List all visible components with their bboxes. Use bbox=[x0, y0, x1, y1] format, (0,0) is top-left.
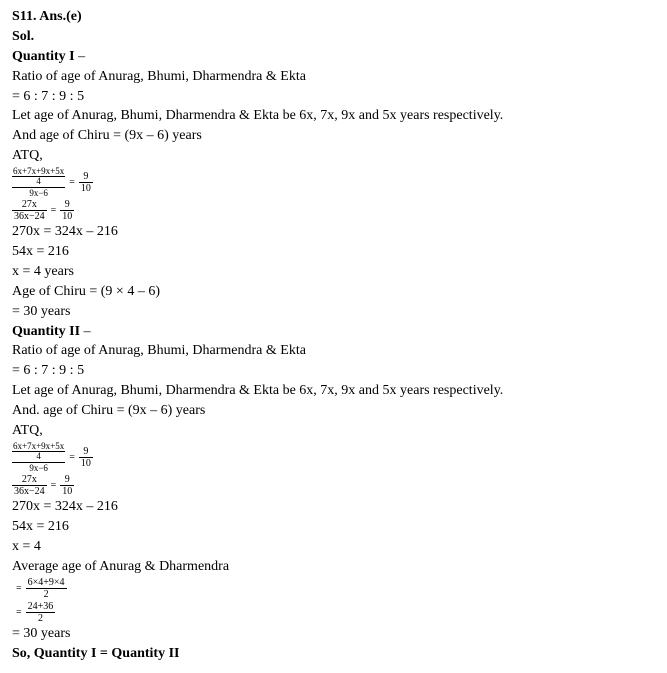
q2-avg2-den: 2 bbox=[26, 613, 56, 624]
q2-step1: 270x = 324x – 216 bbox=[12, 498, 655, 517]
q2-let-age: Let age of Anurag, Bhumi, Dharmendra & E… bbox=[12, 382, 655, 401]
q1-ratio-text: Ratio of age of Anurag, Bhumi, Dharmendr… bbox=[12, 68, 655, 87]
q2-avg1-den: 2 bbox=[26, 589, 67, 600]
q2-eq2-rhs-den: 10 bbox=[60, 486, 74, 497]
q2-avg-eq1: = 6×4+9×4 2 bbox=[12, 577, 655, 600]
equals-sign: = bbox=[69, 176, 75, 190]
q1-step5: = 30 years bbox=[12, 303, 655, 322]
q2-eq2-rhs-num: 9 bbox=[60, 474, 74, 486]
equals-sign: = bbox=[16, 606, 22, 620]
q2-eq1-numden: 4 bbox=[12, 452, 65, 461]
solution-label: Sol. bbox=[12, 28, 655, 47]
q1-let-age: Let age of Anurag, Bhumi, Dharmendra & E… bbox=[12, 107, 655, 126]
quantity1-title: Quantity I bbox=[12, 49, 75, 64]
q2-atq: ATQ, bbox=[12, 422, 655, 441]
q1-eq1-den: 9x−6 bbox=[12, 188, 65, 198]
q2-ratio-text: Ratio of age of Anurag, Bhumi, Dharmendr… bbox=[12, 342, 655, 361]
q2-equation2: 27x 36x−24 = 9 10 bbox=[12, 474, 655, 497]
q2-avg-eq2: = 24+36 2 bbox=[12, 601, 655, 624]
q1-eq1-rhs-den: 10 bbox=[79, 183, 93, 194]
equals-sign: = bbox=[16, 582, 22, 596]
q1-eq2-rhs-den: 10 bbox=[60, 211, 74, 222]
q1-eq2-lhs-num: 27x bbox=[12, 199, 47, 211]
q1-eq1-rhs-num: 9 bbox=[79, 171, 93, 183]
q1-ratio-value: = 6 : 7 : 9 : 5 bbox=[12, 88, 655, 107]
q1-atq: ATQ, bbox=[12, 147, 655, 166]
equals-sign: = bbox=[51, 204, 57, 218]
q2-eq2-lhs-den: 36x−24 bbox=[12, 486, 47, 497]
q1-and-age: And age of Chiru = (9x – 6) years bbox=[12, 127, 655, 146]
quantity1-dash: – bbox=[75, 49, 86, 64]
q1-equation2: 27x 36x−24 = 9 10 bbox=[12, 199, 655, 222]
q1-step4: Age of Chiru = (9 × 4 – 6) bbox=[12, 283, 655, 302]
equals-sign: = bbox=[51, 479, 57, 493]
quantity2-dash: – bbox=[80, 324, 91, 339]
q2-step2: 54x = 216 bbox=[12, 518, 655, 537]
q2-equation1: 6x+7x+9x+5x 4 9x−6 = 9 10 bbox=[12, 442, 655, 473]
quantity2-title: Quantity II bbox=[12, 324, 80, 339]
q1-eq2-lhs-den: 36x−24 bbox=[12, 211, 47, 222]
quantity2-title-line: Quantity II – bbox=[12, 323, 655, 342]
q2-result: = 30 years bbox=[12, 625, 655, 644]
q1-step2: 54x = 216 bbox=[12, 243, 655, 262]
q2-ratio-value: = 6 : 7 : 9 : 5 bbox=[12, 362, 655, 381]
q1-equation1: 6x+7x+9x+5x 4 9x−6 = 9 10 bbox=[12, 167, 655, 198]
q2-eq1-rhs-num: 9 bbox=[79, 446, 93, 458]
q2-avg1-num: 6×4+9×4 bbox=[26, 577, 67, 589]
q2-avg2-num: 24+36 bbox=[26, 601, 56, 613]
q2-eq1-den: 9x−6 bbox=[12, 463, 65, 473]
q2-step3: x = 4 bbox=[12, 538, 655, 557]
q1-step1: 270x = 324x – 216 bbox=[12, 223, 655, 242]
q2-and-age: And. age of Chiru = (9x – 6) years bbox=[12, 402, 655, 421]
q2-avg-label: Average age of Anurag & Dharmendra bbox=[12, 558, 655, 577]
q2-eq2-lhs-num: 27x bbox=[12, 474, 47, 486]
q2-eq1-rhs-den: 10 bbox=[79, 458, 93, 469]
q1-eq1-numden: 4 bbox=[12, 177, 65, 186]
answer-header: S11. Ans.(e) bbox=[12, 8, 655, 27]
q1-step3: x = 4 years bbox=[12, 263, 655, 282]
conclusion: So, Quantity I = Quantity II bbox=[12, 645, 655, 664]
quantity1-title-line: Quantity I – bbox=[12, 48, 655, 67]
equals-sign: = bbox=[69, 451, 75, 465]
q1-eq2-rhs-num: 9 bbox=[60, 199, 74, 211]
